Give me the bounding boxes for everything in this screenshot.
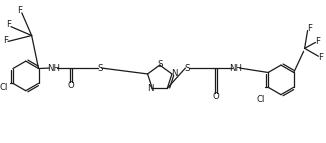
Text: O: O — [213, 92, 219, 101]
Text: Cl: Cl — [0, 83, 8, 92]
Text: F: F — [315, 37, 320, 46]
Text: N: N — [147, 84, 154, 93]
Text: F: F — [7, 20, 11, 29]
Text: S: S — [185, 63, 190, 73]
Text: S: S — [157, 60, 162, 69]
Text: Cl: Cl — [256, 95, 264, 104]
Text: F: F — [318, 53, 323, 62]
Text: N: N — [171, 69, 177, 79]
Text: S: S — [97, 63, 102, 73]
Text: F: F — [307, 24, 312, 33]
Text: F: F — [4, 36, 8, 45]
Text: F: F — [17, 6, 22, 15]
Text: NH: NH — [229, 63, 242, 73]
Text: NH: NH — [47, 63, 60, 73]
Text: O: O — [68, 81, 74, 90]
